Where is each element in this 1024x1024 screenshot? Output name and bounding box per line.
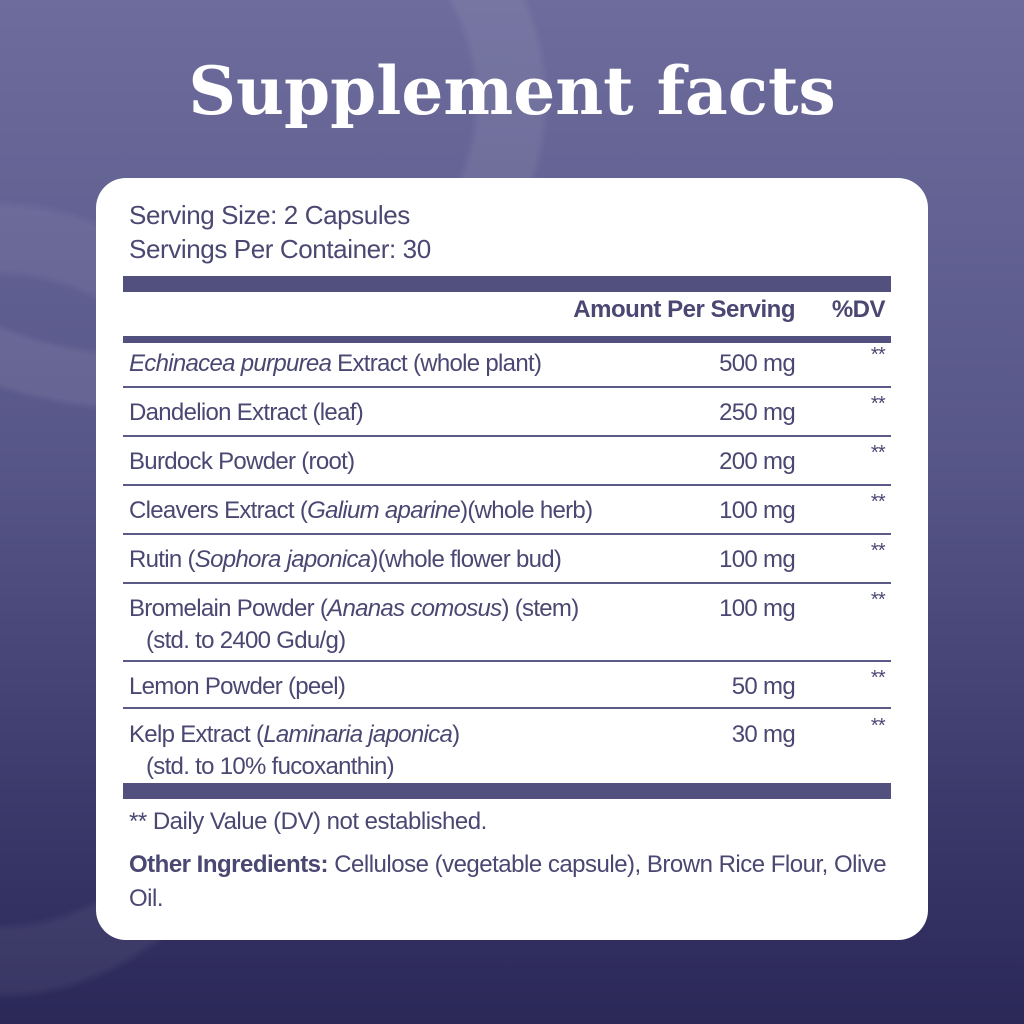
ingredient-name: Lemon Powder (peel): [129, 673, 346, 701]
ingredient-amount: 250 mg: [719, 399, 796, 426]
ingredient-row: Burdock Powder (root) 200 mg **: [96, 442, 928, 478]
ingredient-dv: **: [870, 589, 886, 611]
ingredient-name-text: Kelp Extract (: [129, 721, 264, 748]
other-ingredients-label: Other Ingredients:: [129, 851, 329, 878]
dv-header: %DV: [831, 296, 886, 323]
row-divider: [123, 435, 891, 437]
ingredient-latin-name: Laminaria japonica: [263, 721, 453, 748]
ingredient-row: Lemon Powder (peel) 50 mg **: [96, 667, 928, 703]
ingredient-amount: 200 mg: [719, 448, 796, 475]
ingredient-latin-name: Galium aparine: [307, 497, 461, 524]
ingredient-part: ): [452, 721, 460, 748]
ingredient-name-text: Bromelain Powder (: [129, 595, 328, 622]
ingredient-amount: 100 mg: [719, 497, 796, 524]
ingredient-amount: 50 mg: [731, 673, 796, 700]
row-divider: [123, 582, 891, 584]
ingredient-row: Rutin (Sophora japonica)(whole flower bu…: [96, 540, 928, 576]
ingredient-row: Bromelain Powder (Ananas comosus) (stem)…: [96, 589, 928, 654]
ingredient-row: Kelp Extract (Laminaria japonica) (std. t…: [96, 715, 928, 780]
other-ingredients: Other Ingredients: Cellulose (vegetable …: [129, 848, 899, 916]
row-divider: [123, 533, 891, 535]
ingredient-name: Burdock Powder (root): [129, 448, 355, 476]
ingredient-part: ) (stem): [501, 595, 579, 622]
ingredient-amount: 30 mg: [731, 721, 796, 748]
ingredient-row: Dandelion Extract (leaf) 250 mg **: [96, 393, 928, 429]
ingredient-dv: **: [870, 344, 886, 366]
ingredient-amount: 500 mg: [719, 350, 796, 377]
supplement-facts-panel: Serving Size: 2 Capsules Servings Per Co…: [96, 178, 928, 940]
ingredient-name-text: Burdock Powder (root): [129, 448, 355, 475]
ingredient-name-text: Lemon Powder (peel): [129, 673, 346, 700]
ingredient-standardization: (std. to 2400 Gdu/g): [146, 627, 346, 654]
ingredient-part: )(whole herb): [460, 497, 593, 524]
ingredient-name: Echinacea purpurea Extract (whole plant): [129, 350, 542, 378]
row-divider: [123, 660, 891, 662]
ingredient-name-text: Rutin (: [129, 546, 195, 573]
row-divider: [123, 386, 891, 388]
servings-per-container: Servings Per Container: 30: [129, 234, 431, 264]
ingredient-name: Dandelion Extract (leaf): [129, 399, 364, 427]
ingredient-dv: **: [870, 491, 886, 513]
ingredient-standardization: (std. to 10% fucoxanthin): [146, 753, 395, 780]
ingredient-dv: **: [870, 667, 886, 689]
ingredient-dv: **: [870, 540, 886, 562]
ingredient-part: )(whole flower bud): [370, 546, 562, 573]
ingredient-dv: **: [870, 393, 886, 415]
ingredient-amount: 100 mg: [719, 595, 796, 622]
other-ingredients-text: Cellulose (vegetable capsule), Brown Ric…: [129, 851, 887, 912]
ingredient-row: Echinacea purpurea Extract (whole plant)…: [96, 344, 928, 380]
ingredient-row: Cleavers Extract (Galium aparine)(whole …: [96, 491, 928, 527]
ingredient-dv: **: [870, 442, 886, 464]
divider-bar: [123, 336, 891, 343]
ingredient-name-text: Cleavers Extract (: [129, 497, 308, 524]
ingredient-latin-name: Sophora japonica: [194, 546, 371, 573]
ingredient-latin-name: Ananas comosus: [327, 595, 502, 622]
footnote: ** Daily Value (DV) not established.: [129, 808, 487, 835]
ingredient-latin-name: Echinacea purpurea: [129, 350, 332, 377]
page-title: Supplement facts: [188, 52, 836, 130]
ingredient-name: Kelp Extract (Laminaria japonica): [129, 721, 460, 749]
divider-bar: [123, 276, 891, 292]
row-divider: [123, 484, 891, 486]
ingredient-name: Cleavers Extract (Galium aparine)(whole …: [129, 497, 593, 525]
ingredient-part: Extract (whole plant): [331, 350, 542, 377]
ingredient-dv: **: [870, 715, 886, 737]
ingredient-name: Bromelain Powder (Ananas comosus) (stem): [129, 595, 579, 623]
ingredient-name-text: Dandelion Extract (leaf): [129, 399, 364, 426]
row-divider: [123, 707, 891, 709]
ingredient-name: Rutin (Sophora japonica)(whole flower bu…: [129, 546, 562, 574]
ingredient-amount: 100 mg: [719, 546, 796, 573]
amount-header: Amount Per Serving: [573, 296, 795, 323]
serving-size: Serving Size: 2 Capsules: [129, 200, 410, 230]
divider-bar: [123, 783, 891, 799]
